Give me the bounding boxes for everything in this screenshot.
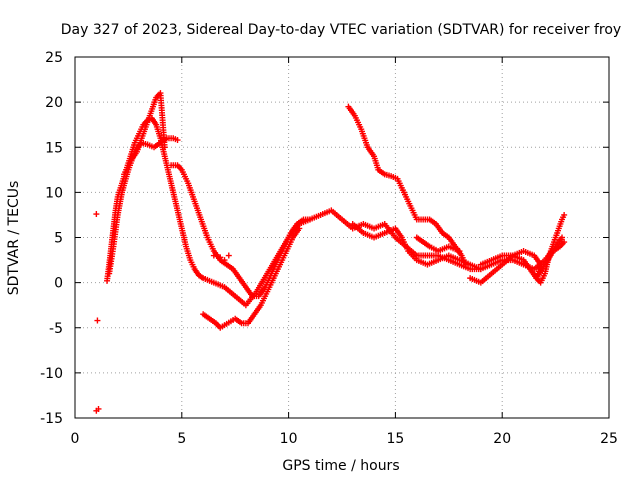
y-tick-label: -10: [40, 366, 63, 382]
x-tick-label: 25: [600, 431, 618, 447]
data-point: [161, 144, 168, 151]
series-track-j: [413, 234, 463, 255]
series-track-a: [93, 211, 102, 414]
data-point: [456, 248, 463, 255]
data-marks: [93, 90, 568, 414]
data-point: [94, 317, 101, 324]
series-track-b: [104, 115, 566, 309]
grid-lines: [75, 57, 609, 418]
y-tick-label: 10: [45, 185, 63, 201]
x-tick-label: 10: [280, 431, 298, 447]
data-point: [174, 137, 181, 144]
data-point: [296, 225, 303, 232]
data-point: [221, 257, 228, 264]
data-point: [561, 239, 568, 246]
axis-ticks: 0 5 10 15 20 25 -15 -10 -5 0 5 10 15 20 25: [40, 50, 618, 447]
data-point: [217, 254, 224, 261]
series-track-c: [106, 135, 181, 277]
data-point: [210, 252, 217, 259]
x-axis-label: GPS time / hours: [282, 458, 399, 474]
data-point: [225, 252, 232, 259]
x-tick-label: 0: [71, 431, 80, 447]
x-tick-label: 15: [386, 431, 404, 447]
data-point: [559, 234, 566, 241]
series-track-e: [168, 162, 313, 300]
y-tick-label: 0: [54, 276, 63, 292]
series-track-d: [121, 90, 168, 178]
series-track-i: [349, 220, 484, 273]
y-tick-label: 5: [54, 231, 63, 247]
series-track-f: [200, 225, 303, 331]
y-tick-label: 20: [45, 95, 63, 111]
series-track-l: [477, 239, 568, 282]
y-axis-label: SDTVAR / TECUs: [6, 181, 22, 296]
y-tick-label: -15: [40, 411, 63, 427]
series-track-h: [345, 103, 469, 268]
data-point: [95, 405, 102, 412]
y-tick-label: -5: [49, 321, 63, 337]
data-point: [306, 216, 313, 223]
x-tick-label: 5: [177, 431, 186, 447]
data-point: [93, 211, 100, 218]
series-track-k: [467, 211, 568, 286]
x-tick-label: 20: [493, 431, 511, 447]
y-tick-label: 25: [45, 50, 63, 66]
data-point: [561, 211, 568, 218]
y-tick-label: 15: [45, 140, 63, 156]
series-track-g: [210, 252, 232, 264]
chart-title: Day 327 of 2023, Sidereal Day-to-day VTE…: [61, 22, 621, 38]
